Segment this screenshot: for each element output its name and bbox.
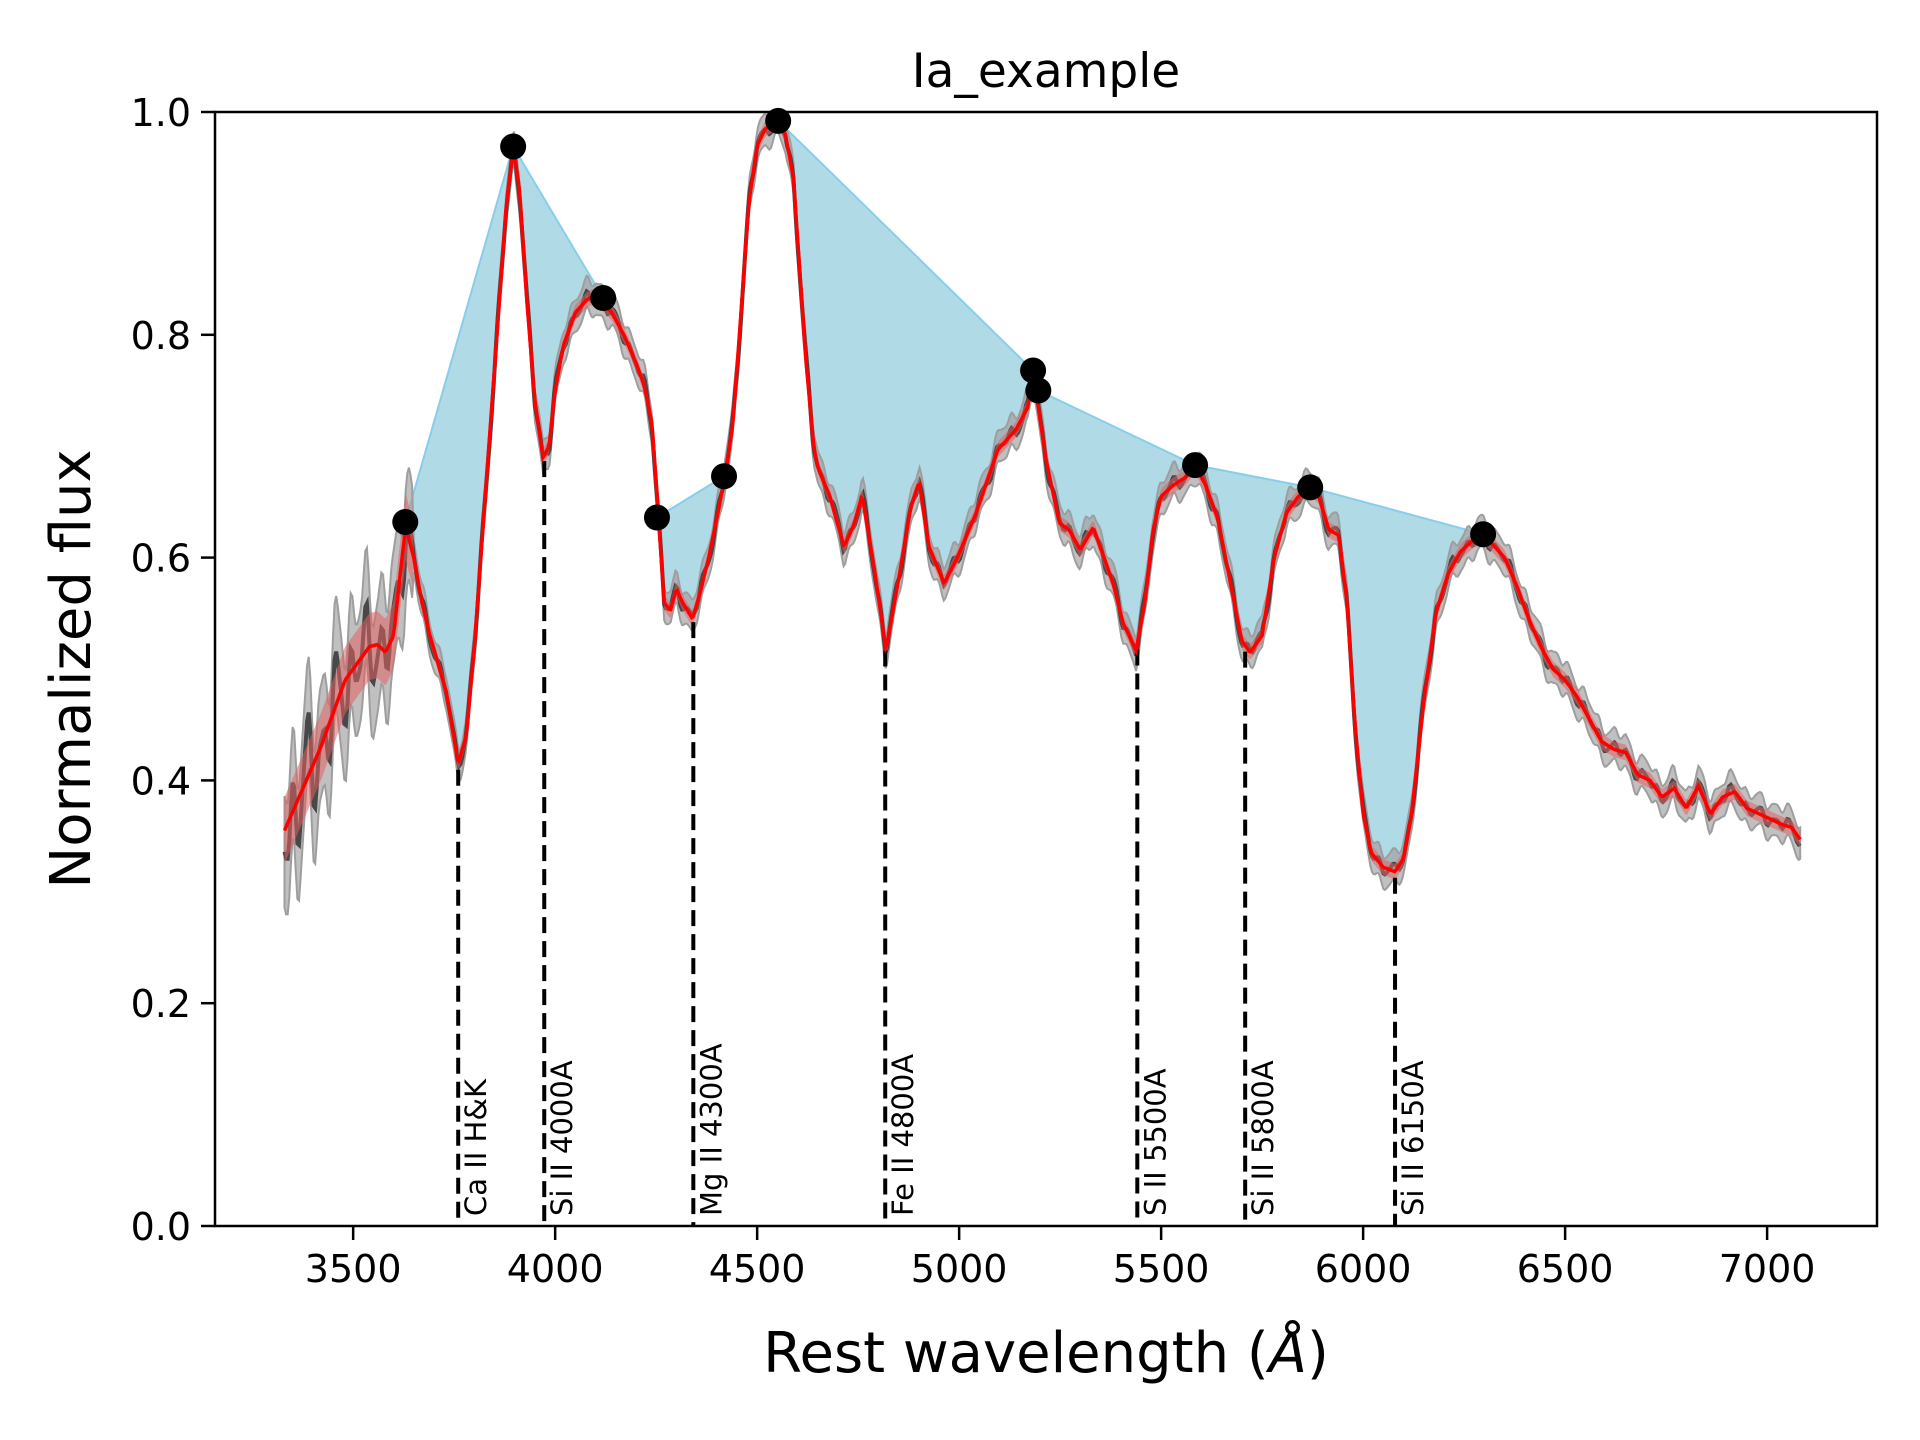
- line-label-7: Si II 6150A: [1396, 1060, 1430, 1216]
- feature-point: [590, 285, 617, 312]
- x-tick-label: 7000: [1719, 1247, 1816, 1291]
- continuum-segment-4: [777, 120, 1034, 372]
- y-tick-label: 0.4: [131, 759, 191, 803]
- pseudo-continuum-points: [392, 107, 1497, 548]
- axes-frame: [213, 110, 1879, 1228]
- feature-point: [1182, 452, 1209, 479]
- continuum-segment-3: [656, 475, 725, 519]
- feature-point: [1297, 474, 1324, 501]
- y-axis-label: Normalized flux: [39, 449, 104, 888]
- y-tick-label: 0.8: [131, 314, 191, 358]
- continuum-segment-2: [512, 146, 605, 299]
- feature-point: [1470, 521, 1497, 548]
- feature-point: [765, 107, 792, 134]
- y-tick-label: 0.6: [131, 537, 191, 581]
- line-label-6: Si II 5800A: [1246, 1060, 1280, 1216]
- x-axis: 3500 4000 4500 5000 5500 6000 6500 7000: [305, 1226, 1816, 1291]
- feature-point: [1020, 357, 1047, 384]
- y-axis: 0.0 0.2 0.4 0.6 0.8 1.0: [131, 91, 215, 1249]
- x-axis-label-suffix: ): [1307, 1321, 1329, 1386]
- line-markers: [456, 461, 1398, 1226]
- line-labels: Ca II H&K Si II 4000A Mg II 4300A Fe II 480…: [459, 1043, 1430, 1216]
- line-label-4: Fe II 4800A: [886, 1054, 920, 1216]
- feature-point: [643, 504, 670, 531]
- y-tick-label: 0.0: [131, 1205, 191, 1249]
- absorption-fill-2: [513, 146, 604, 458]
- x-tick-label: 4500: [709, 1247, 806, 1291]
- x-tick-label: 3500: [305, 1247, 402, 1291]
- continuum-segment-6: [1194, 464, 1311, 489]
- x-axis-label-unit: Å: [1266, 1320, 1307, 1386]
- line-label-1: Ca II H&K: [459, 1078, 493, 1216]
- continuum-segment-7: [1309, 486, 1484, 536]
- smoothed-flux-line: [282, 119, 1802, 874]
- x-tick-label: 6500: [1517, 1247, 1614, 1291]
- x-tick-label: 4000: [507, 1247, 604, 1291]
- y-tick-label: 1.0: [131, 91, 191, 135]
- x-axis-label-prefix: Rest wavelength (: [763, 1321, 1269, 1386]
- continuum-segment-5: [1037, 389, 1196, 467]
- x-axis-label: Rest wavelength (Å): [763, 1320, 1329, 1386]
- line-label-2: Si II 4000A: [545, 1060, 579, 1216]
- absorption-fill-5: [1038, 390, 1196, 651]
- x-tick-label: 5000: [911, 1247, 1008, 1291]
- absorption-fill-7: [1310, 487, 1484, 872]
- x-tick-label: 5500: [1113, 1247, 1210, 1291]
- feature-point: [500, 133, 527, 160]
- chart-title: Ia_example: [912, 44, 1180, 99]
- x-tick-label: 6000: [1315, 1247, 1412, 1291]
- line-label-3: Mg II 4300A: [694, 1043, 728, 1216]
- feature-point: [711, 463, 738, 490]
- line-label-5: S II 5500A: [1138, 1068, 1172, 1216]
- feature-point: [1025, 377, 1052, 404]
- absorption-fill-6: [1195, 465, 1311, 652]
- y-tick-label: 0.2: [131, 982, 191, 1026]
- continuum-segment-1: [404, 146, 515, 523]
- absorption-fill-1: [405, 146, 514, 761]
- feature-point: [392, 508, 419, 535]
- smoothed-flux-path: [282, 119, 1802, 874]
